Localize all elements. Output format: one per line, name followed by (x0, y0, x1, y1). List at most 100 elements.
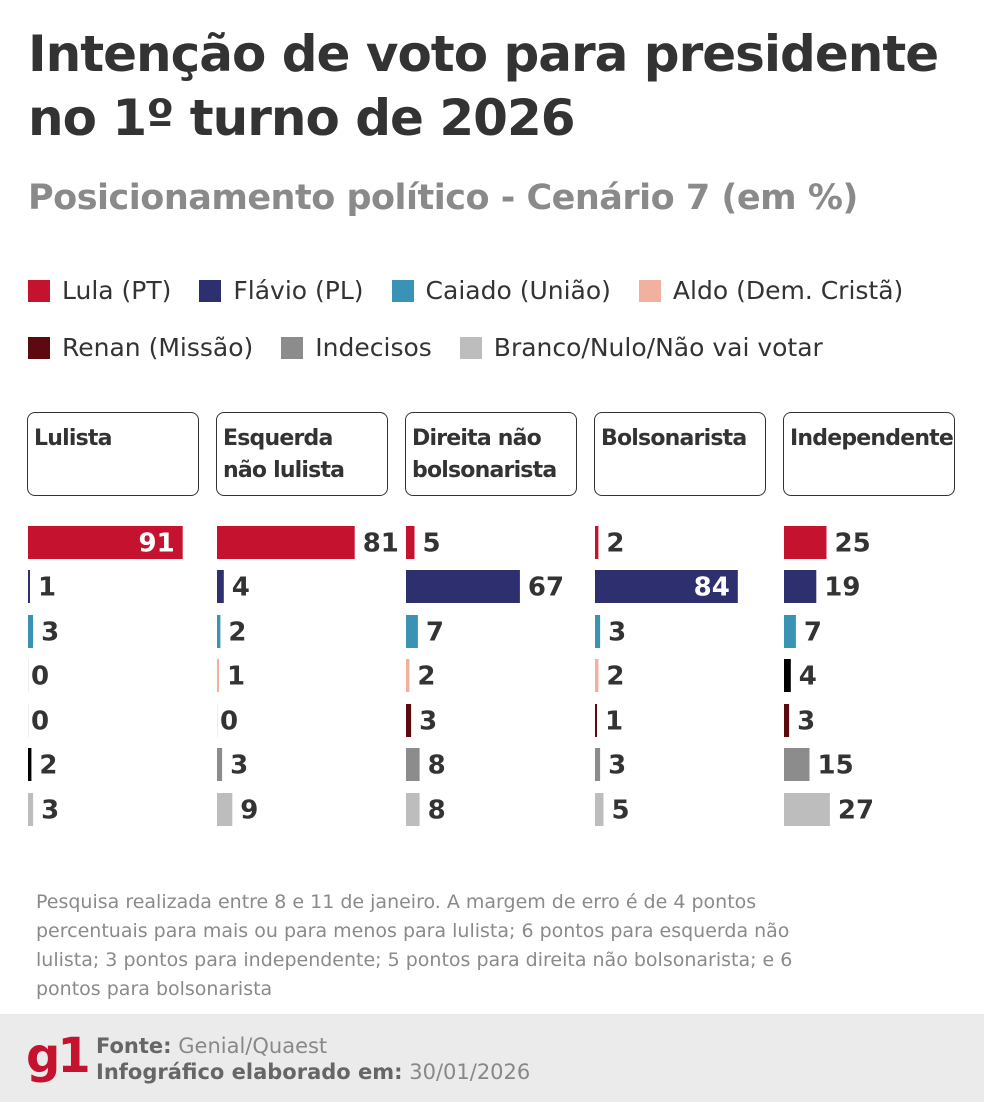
chart-subtitle: Posicionamento político - Cenário 7 (em … (28, 178, 858, 218)
bar (28, 748, 32, 781)
legend-swatch (28, 336, 50, 359)
bar-value-label: 27 (838, 796, 874, 826)
legend-swatch (281, 336, 304, 359)
legend-swatch (638, 279, 661, 302)
bar (28, 570, 30, 603)
bar-value-label: 19 (824, 573, 860, 603)
bar-value-label: 2 (606, 529, 624, 559)
bar (784, 570, 817, 603)
bar (406, 526, 415, 559)
group-header-bolsonarista: Bolsonarista (594, 412, 766, 496)
bar-value-label: 84 (694, 573, 730, 603)
legend-item: Caiado (União) (391, 276, 611, 305)
bar (406, 793, 420, 826)
bar-value-label: 2 (606, 662, 624, 692)
bar (28, 615, 34, 648)
date-line: Infográfico elaborado em: 30/01/2026 (96, 1060, 530, 1084)
bar (784, 704, 790, 737)
bar (406, 704, 412, 737)
bar-value-label: 2 (228, 618, 246, 648)
bar (217, 704, 218, 737)
bar-value-label: 8 (428, 796, 446, 826)
legend-item: Aldo (Dem. Cristã) (638, 276, 903, 305)
legend-label: Branco/Nulo/Não vai votar (493, 333, 823, 362)
bar-value-label: 1 (38, 573, 56, 603)
g1-logo: g1 (26, 1028, 91, 1084)
bar-value-label: 25 (835, 529, 871, 559)
bar (784, 659, 791, 692)
group-header-lulista: Lulista (27, 412, 199, 496)
bar (406, 748, 420, 781)
bar-value-label: 3 (41, 796, 59, 826)
bar-value-label: 3 (419, 707, 437, 737)
legend-swatch (28, 279, 50, 302)
bar (784, 615, 796, 648)
methodology-note: Pesquisa realizada entre 8 e 11 de janei… (36, 891, 793, 1000)
bar (28, 526, 183, 559)
bar-value-label: 67 (528, 573, 564, 603)
bar-value-label: 7 (426, 618, 444, 648)
bar (784, 526, 827, 559)
bar-value-label: 3 (797, 707, 815, 737)
bar-value-label: 1 (227, 662, 245, 692)
source-line: Fonte: Genial/Quaest (96, 1034, 327, 1058)
legend-item: Renan (Missão) (28, 333, 253, 362)
bar (217, 659, 219, 692)
bar-value-label: 91 (139, 529, 175, 559)
bar (28, 793, 34, 826)
bar-value-label: 15 (818, 751, 854, 781)
legend-item: Flávio (PL) (199, 276, 364, 305)
legend-item: Indecisos (281, 333, 432, 362)
group-header-direita-nao-bolsonarista: Direita não bolsonarista (405, 412, 577, 496)
bar (595, 748, 601, 781)
bar-value-label: 2 (417, 662, 435, 692)
bar-value-label: 5 (612, 796, 630, 826)
legend-item: Lula (PT) (28, 276, 171, 305)
source-label: Fonte: (96, 1034, 172, 1058)
bar (595, 659, 599, 692)
legend-swatch (391, 279, 414, 302)
date-label: Infográfico elaborado em: (96, 1060, 403, 1084)
legend-label: Renan (Missão) (62, 333, 254, 362)
bar (217, 793, 233, 826)
bar (406, 659, 410, 692)
bar-value-label: 0 (31, 662, 49, 692)
legend-label: Flávio (PL) (233, 276, 364, 305)
bar-value-label: 3 (608, 751, 626, 781)
bar-value-label: 3 (608, 618, 626, 648)
bar (595, 704, 597, 737)
bar-value-label: 2 (39, 751, 57, 781)
bar-value-label: 3 (41, 618, 59, 648)
bar-value-label: 3 (230, 751, 248, 781)
bar-value-label: 0 (220, 707, 238, 737)
bar (784, 793, 830, 826)
bar (595, 793, 604, 826)
bar (595, 615, 601, 648)
legend-item: Branco/Nulo/Não vai votar (459, 333, 823, 362)
bar-value-label: 1 (605, 707, 623, 737)
bar-value-label: 81 (363, 529, 399, 559)
bar (28, 659, 29, 692)
date-value: 30/01/2026 (409, 1060, 531, 1084)
bar-value-label: 8 (428, 751, 446, 781)
footer: g1 Fonte: Genial/Quaest Infográfico elab… (0, 1014, 984, 1102)
bar-value-label: 0 (31, 707, 49, 737)
bar (595, 526, 599, 559)
bar (217, 526, 355, 559)
bar-value-label: 7 (804, 618, 822, 648)
bar (406, 570, 520, 603)
bar (784, 748, 810, 781)
bar-value-label: 4 (232, 573, 250, 603)
group-header-independente: Independente (783, 412, 955, 496)
source-value: Genial/Quaest (178, 1034, 328, 1058)
group-header-esquerda-nao-lulista: Esquerda não lulista (216, 412, 388, 496)
bar (595, 570, 738, 603)
bar (28, 704, 29, 737)
bar (217, 615, 221, 648)
legend: Lula (PT) Flávio (PL) Caiado (União) Ald… (28, 262, 978, 376)
bar-value-label: 5 (423, 529, 441, 559)
legend-label: Caiado (União) (425, 276, 611, 305)
bar (217, 570, 224, 603)
bar (406, 615, 418, 648)
chart-title: Intenção de voto para presidente no 1º t… (28, 25, 939, 147)
